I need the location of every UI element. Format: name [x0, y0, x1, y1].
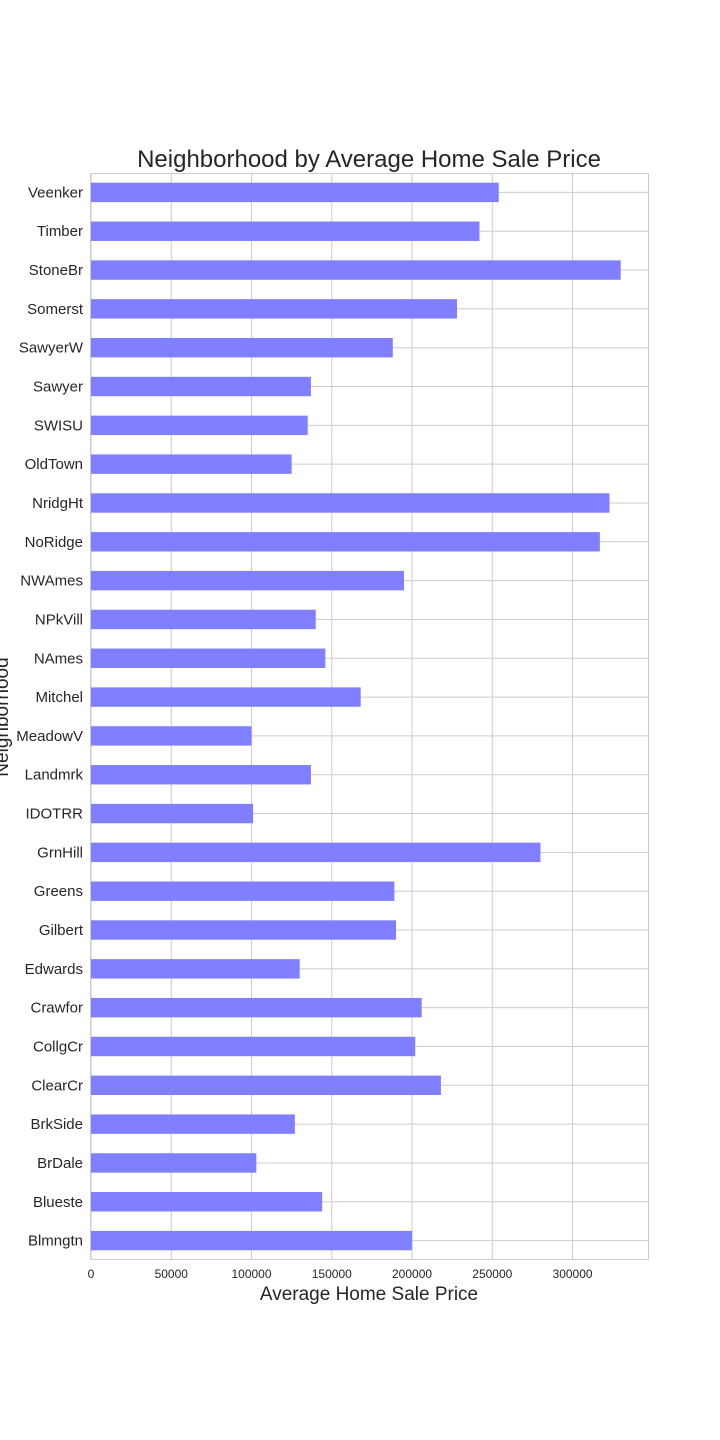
y-tick-label: Veenker: [28, 184, 83, 201]
x-tick-label: 50000: [155, 1267, 189, 1281]
x-tick-label: 100000: [231, 1267, 271, 1281]
y-tick-label: Edwards: [25, 961, 83, 978]
bar-sawyerw: [91, 337, 393, 358]
bar-blmngtn: [91, 1230, 413, 1251]
bar-mitchel: [91, 687, 361, 707]
y-tick-label: BrDale: [37, 1155, 83, 1172]
y-tick-label: Landmrk: [25, 767, 84, 784]
bar-names: [91, 648, 326, 668]
bar-nridght: [91, 493, 610, 513]
bar-sawyer: [91, 376, 311, 397]
x-tick-label: 150000: [312, 1267, 352, 1281]
y-tick-label: NPkVill: [35, 611, 83, 628]
bar-brdale: [91, 1153, 257, 1173]
x-tick-labels: 0 50000 100000 150000 200000 250000 300000: [88, 1267, 593, 1281]
chart-title: Neighborhood by Average Home Sale Price: [137, 146, 601, 173]
bar-timber: [91, 221, 480, 241]
bar-grnhill: [91, 842, 541, 863]
y-tick-label: GrnHill: [37, 844, 83, 861]
y-tick-labels: Veenker Timber StoneBr Somerst SawyerW Sawyer…: [16, 184, 84, 1249]
bar-stonebr: [91, 260, 621, 280]
y-tick-label: Sawyer: [33, 379, 83, 396]
y-tick-label: IDOTRR: [26, 806, 84, 823]
y-tick-label: Crawfor: [30, 1000, 83, 1017]
bar-edwards: [91, 959, 300, 979]
x-tick-label: 0: [88, 1267, 95, 1281]
x-tick-label: 300000: [553, 1267, 593, 1281]
y-tick-label: Blmngtn: [28, 1233, 83, 1250]
bar-swisu: [91, 415, 308, 436]
bar-meadowv: [91, 726, 252, 746]
y-tick-label: SWISU: [34, 417, 83, 434]
bars: [91, 182, 621, 1251]
bar-collgcr: [91, 1036, 416, 1057]
bar-noridge: [91, 532, 600, 552]
bar-clearcr: [91, 1075, 441, 1096]
bar-oldtown: [91, 454, 292, 474]
y-tick-label: NAmes: [34, 650, 83, 667]
y-tick-label: Blueste: [33, 1194, 83, 1211]
bar-blueste: [91, 1192, 323, 1212]
y-tick-label: Timber: [37, 223, 83, 240]
y-tick-label: NWAmes: [20, 573, 83, 590]
y-tick-label: SawyerW: [19, 340, 84, 357]
bar-idotrr: [91, 803, 254, 824]
y-tick-label: CollgCr: [33, 1038, 83, 1055]
x-tick-label: 200000: [392, 1267, 432, 1281]
bar-gilbert: [91, 920, 396, 940]
y-tick-label: MeadowV: [16, 728, 83, 745]
bar-nwames: [91, 570, 405, 591]
y-axis-label: Neighborhood: [0, 657, 13, 776]
bar-brkside: [91, 1114, 295, 1134]
y-tick-label: NridgHt: [32, 495, 84, 512]
y-tick-label: BrkSide: [30, 1116, 83, 1133]
y-tick-label: NoRidge: [25, 534, 83, 551]
x-tick-label: 250000: [472, 1267, 512, 1281]
y-tick-label: OldTown: [25, 456, 83, 473]
bar-landmrk: [91, 765, 311, 785]
bar-npkvill: [91, 609, 316, 630]
y-tick-label: Mitchel: [35, 689, 83, 706]
y-tick-label: Greens: [34, 883, 83, 900]
bar-veenker: [91, 182, 499, 203]
y-tick-label: StoneBr: [29, 262, 83, 279]
y-tick-label: ClearCr: [31, 1077, 83, 1094]
bar-greens: [91, 881, 395, 901]
y-tick-label: Gilbert: [39, 922, 84, 939]
bar-somerst: [91, 299, 457, 319]
x-axis-label: Average Home Sale Price: [260, 1284, 478, 1305]
y-tick-label: Somerst: [27, 301, 84, 318]
plot-frame: [90, 173, 649, 1260]
gridlines: [90, 173, 648, 1260]
bar-crawfor: [91, 997, 422, 1018]
